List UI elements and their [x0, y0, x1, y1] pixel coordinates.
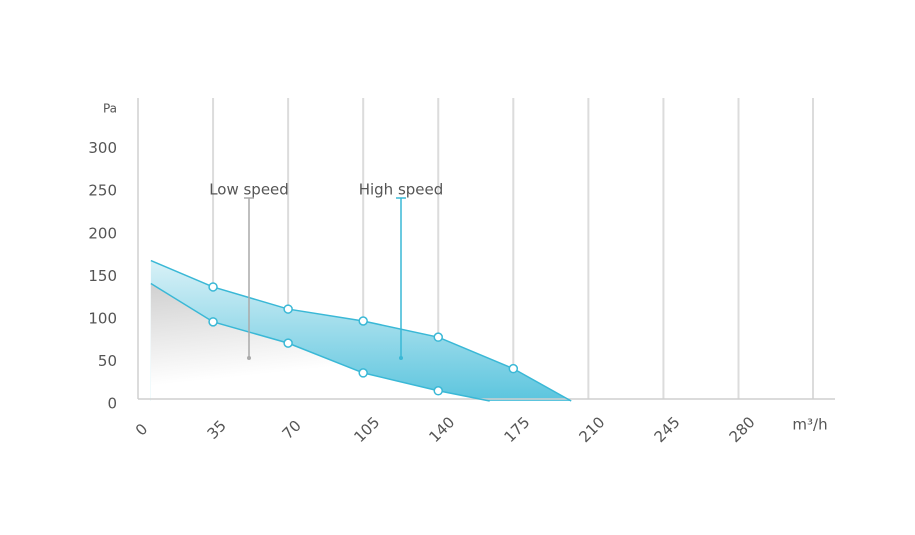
x-tick-label: 245 [651, 413, 684, 446]
point [433, 332, 443, 342]
annotation-dot [399, 356, 403, 360]
y-axis-label: Pa [103, 102, 117, 116]
line [150, 282, 490, 402]
annotation-dot [247, 356, 251, 360]
y-tick-label: 200 [88, 224, 117, 242]
y-tick-label: 250 [88, 182, 117, 200]
point [358, 316, 368, 326]
point [208, 282, 218, 292]
x-tick-label: 280 [726, 413, 759, 446]
annotation: High speed [359, 181, 444, 199]
y-tick-label: 100 [88, 309, 117, 327]
y-tick-label: 300 [88, 139, 117, 157]
area [150, 283, 490, 401]
point [358, 368, 368, 378]
point [508, 363, 519, 374]
point [208, 317, 218, 327]
x-tick-label: 70 [279, 417, 305, 443]
annotation: Low speed [209, 181, 289, 199]
x-tick-label: 140 [425, 413, 458, 446]
x-tick-label: 210 [576, 413, 609, 446]
y-tick-label: 150 [88, 267, 117, 285]
y-tick-label: 50 [98, 352, 117, 370]
y-tick-label: 0 [107, 395, 117, 413]
x-tick-label: 175 [500, 413, 533, 446]
x-tick-label: 0 [132, 420, 151, 439]
point [283, 338, 293, 348]
x-tick-label: 35 [204, 417, 230, 443]
x-tick-label: 105 [350, 413, 383, 446]
point [283, 304, 293, 314]
point [433, 386, 443, 396]
x-axis-label: m³/h [792, 416, 827, 434]
